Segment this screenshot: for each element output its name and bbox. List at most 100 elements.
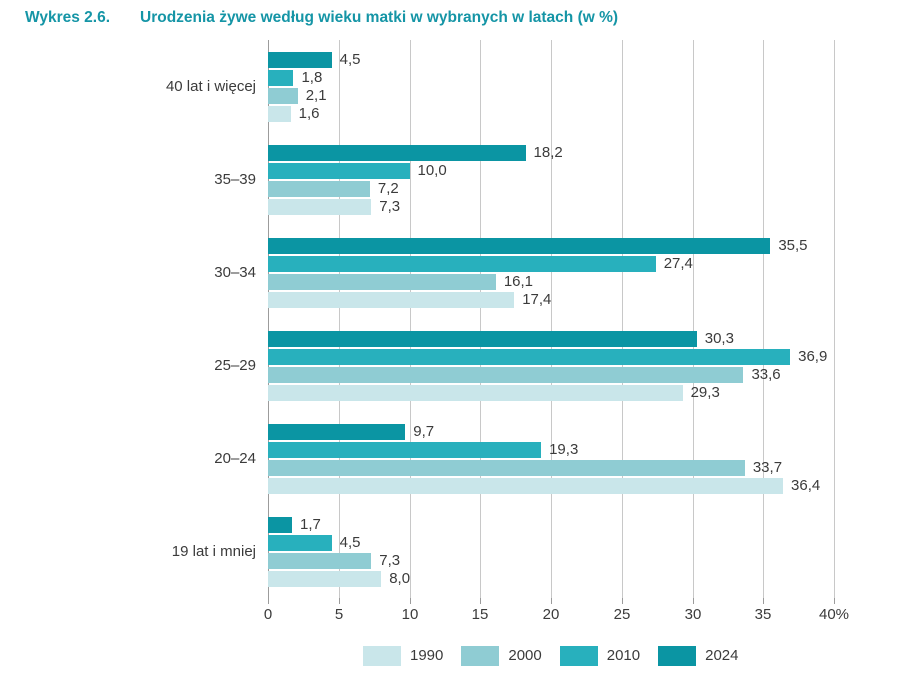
legend-item-2000: 2000 xyxy=(461,645,542,666)
value-label: 4,5 xyxy=(339,534,361,551)
bar-row: 30,3 xyxy=(268,330,834,347)
category-label: 25–29 xyxy=(214,357,256,374)
gridline xyxy=(551,40,552,598)
plot-area: 4,5 1,8 2,1 1,6 18,2 10,0 7,2 7,3 35,5 27,4 16,1 17… xyxy=(268,40,835,598)
axis-tick xyxy=(763,598,764,604)
gridline xyxy=(622,40,623,598)
x-axis: 0 5 10 15 20 25 30 35 40% xyxy=(0,598,920,628)
value-label: 29,3 xyxy=(690,384,720,401)
value-label: 7,2 xyxy=(377,180,399,197)
legend-item-2024: 2024 xyxy=(658,645,739,666)
bar-2010 xyxy=(268,534,332,551)
axis-tick-label: 10 xyxy=(401,606,419,623)
bar-2010 xyxy=(268,162,410,179)
value-label: 35,5 xyxy=(778,237,808,254)
bar-row: 36,4 xyxy=(268,477,834,494)
bar-row: 36,9 xyxy=(268,348,834,365)
value-label: 19,3 xyxy=(549,441,579,458)
gridline xyxy=(480,40,481,598)
bar-row: 1,8 xyxy=(268,69,834,86)
value-label: 1,7 xyxy=(300,516,321,533)
bar-group: 35,5 27,4 16,1 17,4 xyxy=(268,226,834,319)
bar-row: 16,1 xyxy=(268,273,834,290)
bar-group: 9,7 19,3 33,7 36,4 xyxy=(268,412,834,505)
chart-title: Urodzenia żywe według wieku matki w wybr… xyxy=(140,9,619,26)
axis-tick xyxy=(339,598,340,604)
bar-row: 4,5 xyxy=(268,51,834,68)
gridline xyxy=(693,40,694,598)
legend-swatch xyxy=(363,645,401,666)
axis-tick xyxy=(410,598,411,604)
value-label: 17,4 xyxy=(522,291,552,308)
bar-row: 1,7 xyxy=(268,516,834,533)
bar-1990 xyxy=(268,198,372,215)
bar-group: 1,7 4,5 7,3 8,0 xyxy=(268,505,834,598)
axis-tick xyxy=(551,598,552,604)
value-label: 36,4 xyxy=(791,477,821,494)
axis-line xyxy=(268,40,269,598)
bar-2024 xyxy=(268,516,293,533)
bar-2010 xyxy=(268,441,542,458)
gridline xyxy=(339,40,340,598)
axis-tick-label: 0 xyxy=(263,606,273,623)
bar-row: 7,3 xyxy=(268,552,834,569)
value-label: 27,4 xyxy=(663,255,693,272)
category-label: 20–24 xyxy=(214,450,256,467)
legend-item-1990: 1990 xyxy=(363,645,444,666)
axis-tick xyxy=(834,598,835,604)
axis-tick-label: 35 xyxy=(754,606,772,623)
legend: 1990 2000 2010 2024 xyxy=(363,645,739,666)
bar-row: 10,0 xyxy=(268,162,834,179)
axis-tick-label: 20 xyxy=(542,606,560,623)
bar-2010 xyxy=(268,348,791,365)
bar-row: 17,4 xyxy=(268,291,834,308)
bar-group: 4,5 1,8 2,1 1,6 xyxy=(268,40,834,133)
bar-row: 8,0 xyxy=(268,570,834,587)
value-label: 36,9 xyxy=(798,348,828,365)
bar-row: 33,7 xyxy=(268,459,834,476)
gridline xyxy=(763,40,764,598)
bar-row: 27,4 xyxy=(268,255,834,272)
legend-label: 2024 xyxy=(705,647,739,664)
bar-2024 xyxy=(268,237,771,254)
gridline xyxy=(834,40,835,598)
bar-2024 xyxy=(268,144,526,161)
bar-1990 xyxy=(268,570,382,587)
bar-2000 xyxy=(268,87,298,104)
value-label: 9,7 xyxy=(413,423,435,440)
value-label: 30,3 xyxy=(704,330,734,347)
bar-row: 18,2 xyxy=(268,144,834,161)
legend-swatch xyxy=(559,645,598,666)
legend-label: 2010 xyxy=(606,647,641,664)
bar-2024 xyxy=(268,423,406,440)
bar-row: 7,3 xyxy=(268,198,834,215)
value-label: 1,8 xyxy=(301,69,323,86)
bar-1990 xyxy=(268,105,291,122)
axis-tick-label: 15 xyxy=(471,606,489,623)
bar-2000 xyxy=(268,273,496,290)
legend-label: 1990 xyxy=(410,647,444,664)
axis-tick xyxy=(693,598,694,604)
category-label: 19 lat i mniej xyxy=(171,543,256,560)
bar-row: 19,3 xyxy=(268,441,834,458)
bar-2000 xyxy=(268,459,745,476)
axis-tick xyxy=(268,598,269,604)
bar-2010 xyxy=(268,69,294,86)
value-label: 33,6 xyxy=(751,366,781,383)
value-label: 10,0 xyxy=(417,162,447,179)
bar-1990 xyxy=(268,291,515,308)
bar-group: 18,2 10,0 7,2 7,3 xyxy=(268,133,834,226)
bar-row: 7,2 xyxy=(268,180,834,197)
bar-row: 33,6 xyxy=(268,366,834,383)
bar-2000 xyxy=(268,552,372,569)
axis-tick-label: 30 xyxy=(684,606,702,623)
bar-1990 xyxy=(268,384,683,401)
bar-group: 30,3 36,9 33,6 29,3 xyxy=(268,319,834,412)
bar-2000 xyxy=(268,366,744,383)
axis-tick-label: 40% xyxy=(818,606,850,623)
bar-row: 2,1 xyxy=(268,87,834,104)
value-label: 8,0 xyxy=(389,570,411,587)
value-label: 1,6 xyxy=(298,105,320,122)
bar-2024 xyxy=(268,51,332,68)
